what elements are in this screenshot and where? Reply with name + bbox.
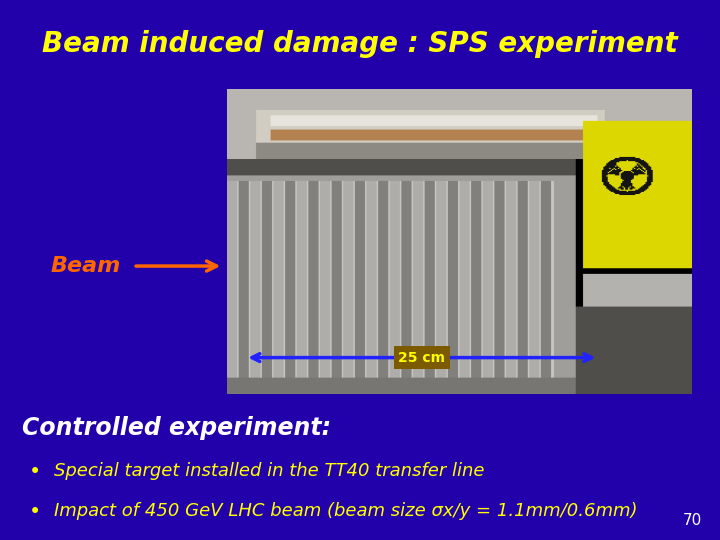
Text: Impact of 450 GeV LHC beam (beam size σx/y = 1.1mm/0.6mm): Impact of 450 GeV LHC beam (beam size σx… bbox=[54, 502, 637, 520]
Text: Beam: Beam bbox=[50, 256, 121, 276]
Text: •: • bbox=[29, 462, 41, 482]
Text: Special target installed in the TT40 transfer line: Special target installed in the TT40 tra… bbox=[54, 462, 485, 480]
Text: 25 cm: 25 cm bbox=[398, 350, 446, 365]
Text: •: • bbox=[29, 502, 41, 522]
Text: 70: 70 bbox=[683, 513, 702, 528]
FancyArrowPatch shape bbox=[136, 261, 217, 271]
Text: Beam induced damage : SPS experiment: Beam induced damage : SPS experiment bbox=[42, 30, 678, 58]
Text: Controlled experiment:: Controlled experiment: bbox=[22, 416, 330, 440]
